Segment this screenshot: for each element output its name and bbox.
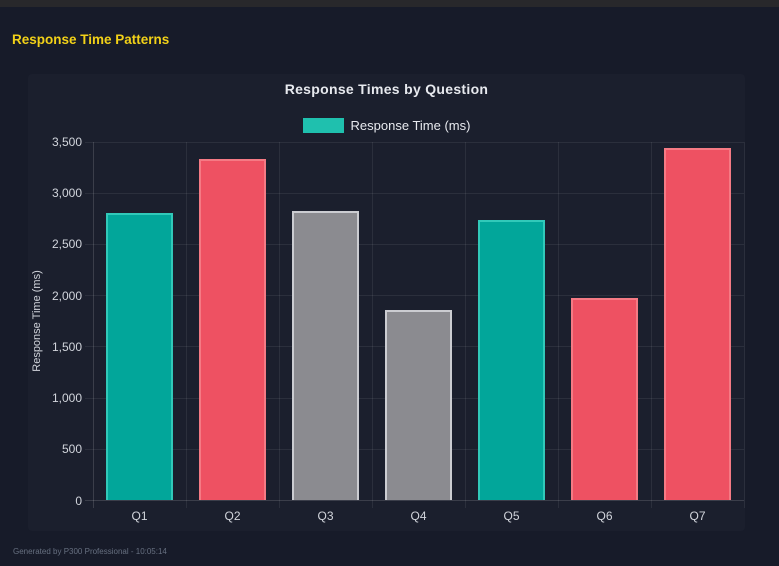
x-tick-label: Q1 xyxy=(131,509,148,523)
x-tick-label: Q4 xyxy=(410,509,427,523)
y-gridline xyxy=(85,192,744,194)
bar-q6 xyxy=(571,298,638,500)
y-tick-label: 3,500 xyxy=(51,135,82,149)
x-gridline xyxy=(465,141,466,500)
x-gridline xyxy=(186,141,187,500)
x-tick-label: Q3 xyxy=(317,509,334,523)
y-tick-label: 1,500 xyxy=(51,339,82,354)
y-tick-label: 3,000 xyxy=(51,186,82,201)
x-axis-tick xyxy=(93,500,94,508)
y-gridline xyxy=(85,243,744,245)
x-gridline xyxy=(279,141,280,500)
x-axis-tick xyxy=(372,500,373,508)
x-axis-tick xyxy=(186,500,187,508)
legend-color-swatch xyxy=(302,117,344,133)
x-axis-tick xyxy=(558,500,559,508)
window-top-bar xyxy=(0,0,779,7)
x-axis-tick xyxy=(279,500,280,508)
x-gridline xyxy=(372,141,373,500)
y-tick-label: 500 xyxy=(61,442,82,457)
x-axis-tick xyxy=(651,500,652,508)
chart-title: Response Times by Question xyxy=(284,81,489,97)
chart-legend: Response Time (ms) xyxy=(28,117,745,133)
bar-q1 xyxy=(106,213,173,500)
x-axis-tick xyxy=(744,500,745,508)
x-gridline xyxy=(651,141,652,500)
bar-q5 xyxy=(478,220,545,500)
x-gridline xyxy=(558,141,559,500)
bar-q2 xyxy=(199,158,266,500)
x-axis-tick xyxy=(465,500,466,508)
plot-area: 0 500 1,000 1,500 2,000 2,500 3,000 3,500 Q1 Q2 Q3… xyxy=(28,74,745,531)
footer-note: Generated by P300 Professional - 10:05:1… xyxy=(13,547,167,556)
y-gridline xyxy=(85,141,744,143)
y-tick-label: 1,000 xyxy=(51,391,82,406)
y-tick-label: 2,000 xyxy=(51,288,82,303)
bar-q7 xyxy=(664,147,731,500)
x-axis-line xyxy=(85,500,744,501)
chart-panel: Response Times by Question Response Time… xyxy=(28,74,745,531)
x-tick-label: Q6 xyxy=(596,509,613,523)
page-title: Response Time Patterns xyxy=(12,32,170,47)
x-gridline xyxy=(744,141,745,500)
bar-q3 xyxy=(292,211,359,500)
y-gridline xyxy=(85,295,744,297)
y-axis-line xyxy=(93,141,94,500)
x-tick-label: Q2 xyxy=(224,509,241,523)
legend-label: Response Time (ms) xyxy=(350,117,471,133)
y-tick-label: 0 xyxy=(75,493,82,508)
y-tick-label: 2,500 xyxy=(51,237,82,252)
x-tick-label: Q7 xyxy=(689,509,706,523)
x-tick-label: Q5 xyxy=(503,509,520,523)
bar-q4 xyxy=(385,309,452,500)
